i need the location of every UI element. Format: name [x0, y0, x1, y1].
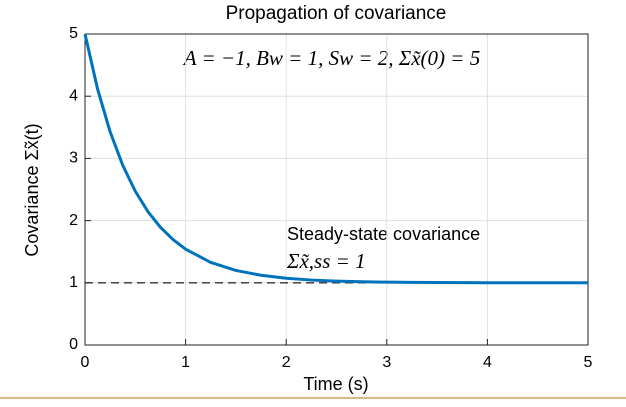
reference-label: Steady-state covariance: [287, 224, 480, 244]
x-axis-label: Time (s): [303, 374, 368, 394]
y-tick-label: 2: [69, 212, 78, 229]
y-tick-label: 5: [69, 25, 78, 42]
x-tick-label: 1: [181, 354, 190, 371]
axes-box: [84, 33, 589, 346]
y-tick-label: 1: [69, 274, 78, 291]
y-tick-label: 0: [69, 336, 78, 353]
x-tick-label: 4: [483, 354, 492, 371]
x-tick-label: 5: [584, 354, 593, 371]
x-tick-label: 3: [382, 354, 391, 371]
reference-math: Σx̃,ss = 1: [286, 249, 366, 273]
data-line: [83, 33, 588, 285]
x-tick-label: 2: [282, 354, 291, 371]
x-tick-label: 0: [81, 354, 90, 371]
annotation: A = −1, Bw = 1, Sw = 2, Σx̃(0) = 5: [182, 46, 480, 70]
chart-title: Propagation of covariance: [226, 3, 447, 24]
y-axis-label: Covariance Σx̃(t): [22, 123, 42, 256]
y-tick-label: 3: [69, 150, 78, 167]
y-tick-label: 4: [69, 87, 78, 104]
